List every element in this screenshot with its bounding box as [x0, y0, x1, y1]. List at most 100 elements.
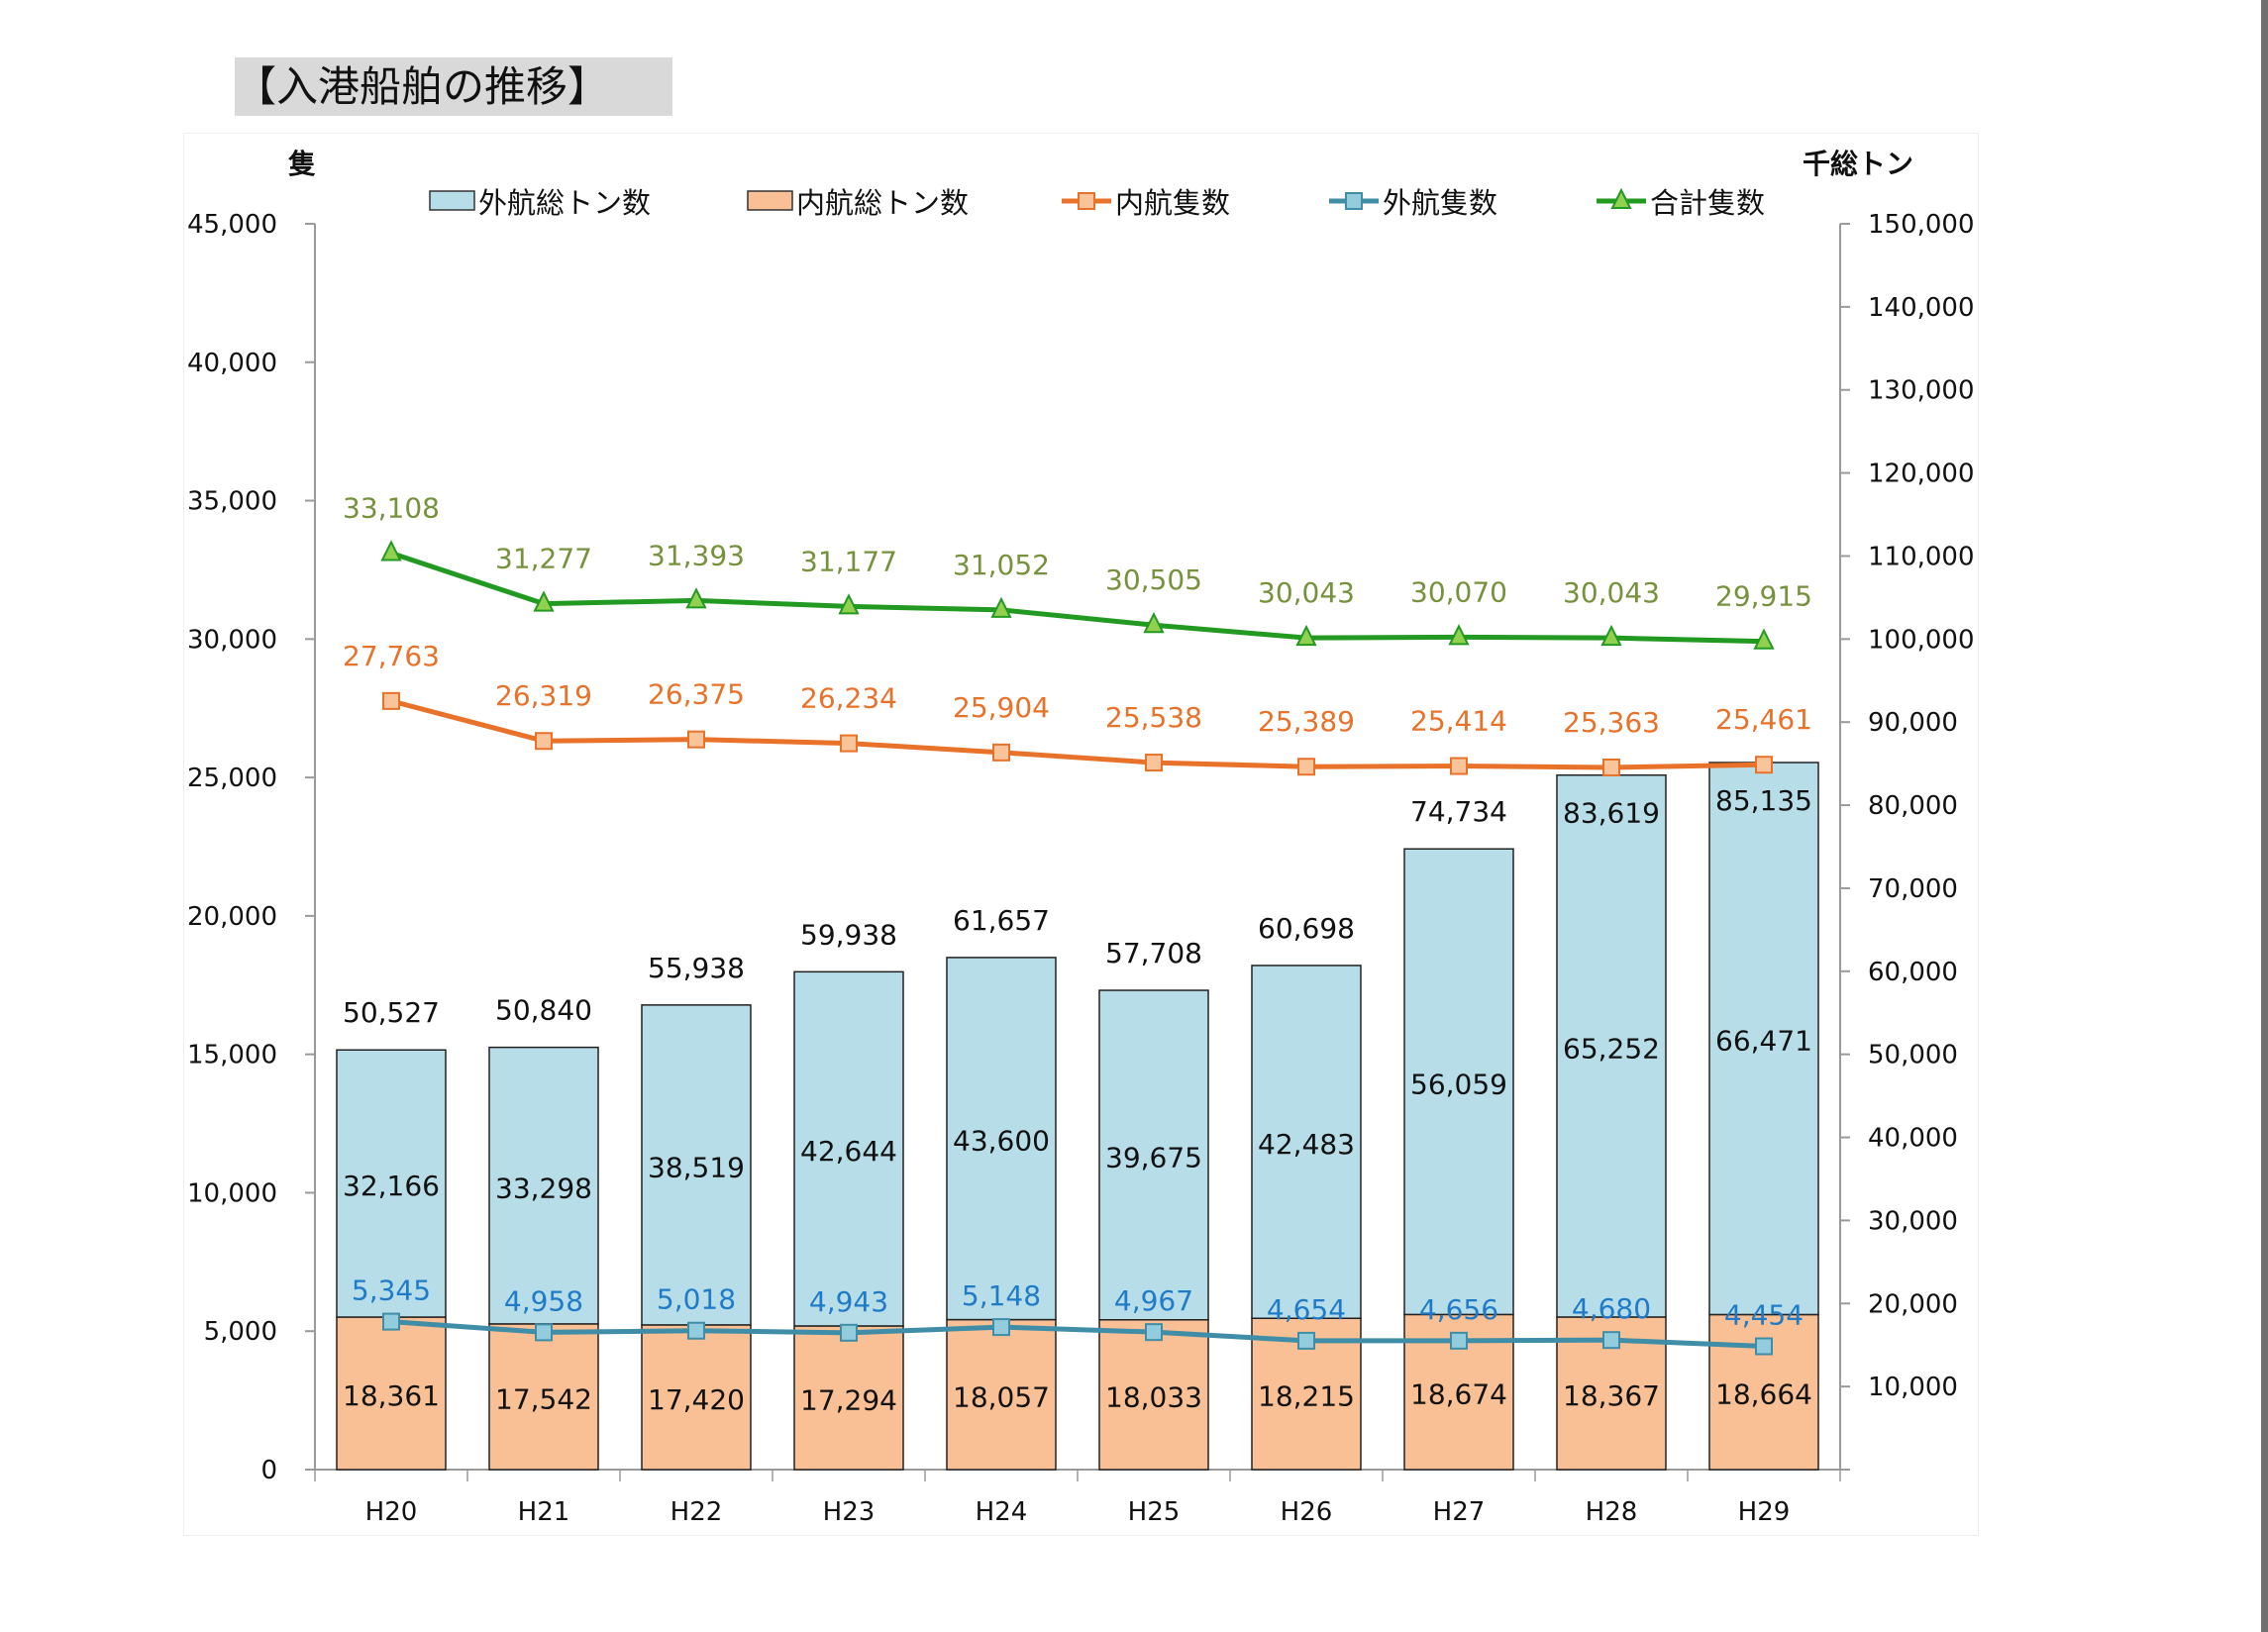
line-international-label: 5,018 [657, 1283, 736, 1316]
line-international-label: 4,958 [504, 1284, 583, 1317]
line-marker-international [1602, 1331, 1620, 1350]
line-marker-total [1753, 628, 1775, 650]
bar-domestic-tonnage [793, 1325, 904, 1471]
bar-international-tonnage [1403, 848, 1514, 1316]
x-axis-tick-label: H28 [1586, 1497, 1638, 1527]
right-axis-tick-label: 120,000 [1868, 459, 1975, 489]
line-marker-total [533, 590, 555, 612]
line-domestic-label: 27,763 [343, 640, 440, 672]
bar-domestic-label: 17,420 [648, 1383, 745, 1416]
line-marker-total [1295, 624, 1317, 647]
line-marker-total [838, 593, 860, 615]
left-axis-tick-label: 20,000 [187, 902, 277, 932]
left-axis-tick-label: 0 [260, 1456, 277, 1485]
line-marker-international [840, 1323, 858, 1342]
bar-international-label: 38,519 [648, 1151, 745, 1183]
bar-international-tonnage [488, 1046, 599, 1325]
line-total-label: 30,070 [1410, 575, 1507, 608]
left-axis-tick-label: 15,000 [187, 1041, 277, 1071]
line-marker-domestic [382, 691, 400, 710]
line-total-label: 29,915 [1715, 580, 1812, 613]
line-marker-total [990, 596, 1012, 618]
line-international-label: 4,680 [1572, 1292, 1651, 1325]
chart-frame [183, 133, 1979, 1536]
line-marker-total [1143, 611, 1165, 634]
legend-label-international-count: 外航隻数 [1383, 186, 1497, 220]
x-axis-tick-label: H29 [1738, 1497, 1791, 1527]
bar-international-label: 65,252 [1563, 1032, 1660, 1065]
bar-domestic-tonnage [1098, 1319, 1209, 1471]
axes: 0 5,000 10,000 15,000 20,000 25,000 30,000 35,0… [187, 210, 1975, 1527]
scrollbar[interactable] [2261, 0, 2268, 1632]
x-axis-tick-label: H20 [365, 1497, 418, 1527]
line-marker-domestic [1450, 757, 1468, 775]
right-axis-tick-label: 80,000 [1868, 791, 1958, 821]
left-axis-tick-label: 45,000 [187, 210, 277, 240]
line-domestic-label: 25,414 [1410, 705, 1507, 738]
right-axis-tick-label: 110,000 [1868, 542, 1975, 571]
legend-marker-international-count [1345, 192, 1363, 210]
right-axis-tick-label: 130,000 [1868, 376, 1975, 406]
line-marker-international [382, 1312, 400, 1331]
line-marker-domestic [1755, 756, 1773, 774]
line-marker-total [1448, 624, 1470, 646]
legend-label-international-tonnage: 外航総トン数 [478, 186, 651, 220]
line-international-label: 4,654 [1267, 1293, 1346, 1326]
line-marker-international [1145, 1323, 1163, 1342]
bar-international-label: 42,644 [800, 1135, 897, 1168]
bar-total-label: 55,938 [648, 952, 745, 984]
line-total-label: 31,393 [648, 539, 745, 571]
line-domestic-label: 25,389 [1258, 705, 1355, 738]
bar-domestic-tonnage [946, 1318, 1057, 1471]
bar-international-tonnage [1251, 965, 1362, 1319]
x-axis-tick-label: H27 [1433, 1497, 1486, 1527]
right-axis-tick-label: 70,000 [1868, 874, 1958, 904]
bar-domestic-label: 17,294 [800, 1383, 897, 1416]
line-marker-international [535, 1323, 553, 1342]
line-total-label: 31,177 [800, 545, 897, 577]
line-marker-international [1755, 1337, 1773, 1356]
line-series-2 [390, 551, 1765, 645]
line-marker-total [1600, 624, 1622, 647]
line-international-label: 4,967 [1114, 1284, 1193, 1317]
bar-domestic-tonnage [488, 1323, 599, 1471]
bar-total-label: 83,619 [1563, 797, 1660, 830]
bar-international-tonnage [336, 1049, 447, 1318]
line-marker-domestic [1297, 758, 1315, 776]
line-marker-international [992, 1318, 1010, 1337]
right-axis-tick-label: 60,000 [1868, 958, 1958, 987]
line-marker-international [1297, 1331, 1315, 1350]
right-axis-tick-label: 40,000 [1868, 1124, 1958, 1154]
x-axis-tick-label: H26 [1281, 1497, 1333, 1527]
line-marker-domestic [687, 730, 705, 749]
legend-swatch-international-tonnage [429, 190, 475, 211]
bar-international-tonnage [1098, 989, 1209, 1321]
right-axis-tick-label: 30,000 [1868, 1206, 1958, 1236]
bar-international-label: 39,675 [1105, 1141, 1202, 1173]
legend-swatch-domestic-tonnage [747, 190, 793, 211]
legend-label-domestic-tonnage: 内航総トン数 [796, 186, 969, 220]
right-axis-tick-label: 100,000 [1868, 625, 1975, 655]
line-domestic-label: 25,538 [1105, 701, 1202, 734]
line-marker-total [685, 587, 707, 609]
bar-total-label: 85,135 [1715, 784, 1812, 817]
line-total-label: 30,505 [1105, 563, 1202, 596]
data-labels: 18,361 32,166 50,527 17,542 33,298 50,840 17,4… [343, 491, 1812, 1416]
line-international-label: 4,454 [1724, 1298, 1804, 1331]
bar-international-label: 32,166 [343, 1170, 440, 1202]
lines [380, 540, 1775, 1356]
bar-total-label: 50,527 [343, 996, 440, 1029]
bar-international-label: 33,298 [495, 1172, 592, 1204]
chart-title: 【入港船舶の推移】 [235, 57, 672, 116]
line-series-1 [390, 1319, 1765, 1349]
bar-international-label: 42,483 [1258, 1128, 1355, 1161]
line-marker-domestic [1145, 754, 1163, 772]
bar-international-label: 43,600 [953, 1125, 1050, 1158]
legend-marker-domestic-count [1078, 192, 1095, 210]
right-axis-tick-label: 50,000 [1868, 1041, 1958, 1071]
bar-domestic-label: 18,674 [1410, 1378, 1507, 1411]
bars [336, 762, 1819, 1471]
line-domestic-label: 25,904 [953, 691, 1050, 724]
x-axis-tick-label: H22 [670, 1497, 723, 1527]
bar-domestic-label: 18,057 [953, 1380, 1050, 1413]
